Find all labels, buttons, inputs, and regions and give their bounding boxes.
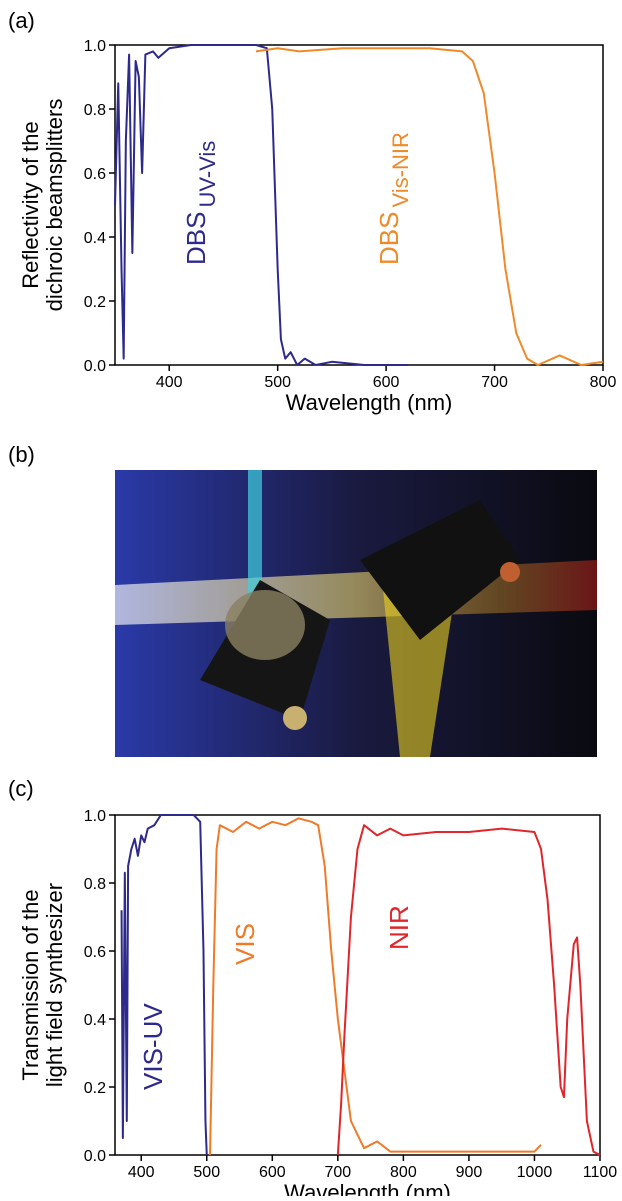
x-tick-label: 900	[456, 1164, 483, 1181]
y-axis-label: Reflectivity of the	[18, 121, 43, 289]
x-tick-label: 600	[259, 1164, 286, 1181]
y-tick-label: 0.2	[84, 294, 106, 311]
x-axis-label: Wavelength (nm)	[286, 390, 453, 415]
data-line	[255, 47, 604, 366]
y-tick-label: 0.0	[84, 1148, 106, 1165]
series-label: VIS-UV	[138, 1003, 168, 1090]
y-tick-label: 0.6	[84, 166, 106, 183]
y-tick-label: 0.4	[84, 230, 106, 247]
x-tick-label: 400	[128, 1164, 155, 1181]
x-axis-label: Wavelength (nm)	[284, 1180, 451, 1196]
y-tick-label: 1.0	[84, 38, 106, 55]
series-name: VIS-UV	[138, 1003, 168, 1090]
x-tick-label: 600	[373, 374, 400, 391]
data-line	[114, 44, 408, 366]
x-tick-label: 500	[193, 1164, 220, 1181]
series-name: VIS	[230, 923, 260, 965]
series-label: VIS	[230, 923, 260, 965]
plot-frame	[114, 814, 601, 1156]
x-tick-label: 400	[156, 374, 183, 391]
data-line	[120, 814, 208, 1156]
x-tick-label: 700	[324, 1164, 351, 1181]
series-name: UV-Vis	[195, 141, 220, 208]
y-tick-label: 1.0	[84, 808, 106, 825]
panel-label: (b)	[8, 442, 35, 467]
plot-frame	[114, 44, 604, 366]
y-tick-label: 0.8	[84, 876, 106, 893]
photo	[115, 470, 597, 757]
panel-label: (c)	[8, 776, 34, 801]
series-label: NIR	[384, 905, 414, 950]
series-label: DBS UV-Vis	[181, 141, 220, 265]
y-axis-label: light field synthesizer	[42, 883, 67, 1087]
x-tick-label: 800	[390, 1164, 417, 1181]
series-label: DBS Vis-NIR	[374, 132, 413, 265]
y-axis-label: Transmission of the	[18, 889, 43, 1080]
y-tick-label: 0.8	[84, 102, 106, 119]
panel-label: (a)	[8, 8, 35, 33]
y-tick-label: 0.4	[84, 1012, 106, 1029]
x-tick-label: 1000	[517, 1164, 553, 1181]
y-tick-label: 0.0	[84, 358, 106, 375]
x-tick-label: 1100	[583, 1164, 618, 1181]
data-line	[336, 824, 601, 1156]
y-tick-label: 0.6	[84, 944, 106, 961]
data-line	[209, 817, 542, 1156]
annotation: DBS	[374, 212, 404, 265]
y-tick-label: 0.2	[84, 1080, 106, 1097]
series-name: Vis-NIR	[388, 132, 413, 207]
series-name: NIR	[384, 905, 414, 950]
annotation: DBS	[181, 212, 211, 265]
x-tick-label: 500	[264, 374, 291, 391]
x-tick-label: 700	[481, 374, 508, 391]
y-axis-label: dichroic beamsplitters	[42, 99, 67, 312]
x-tick-label: 800	[590, 374, 617, 391]
